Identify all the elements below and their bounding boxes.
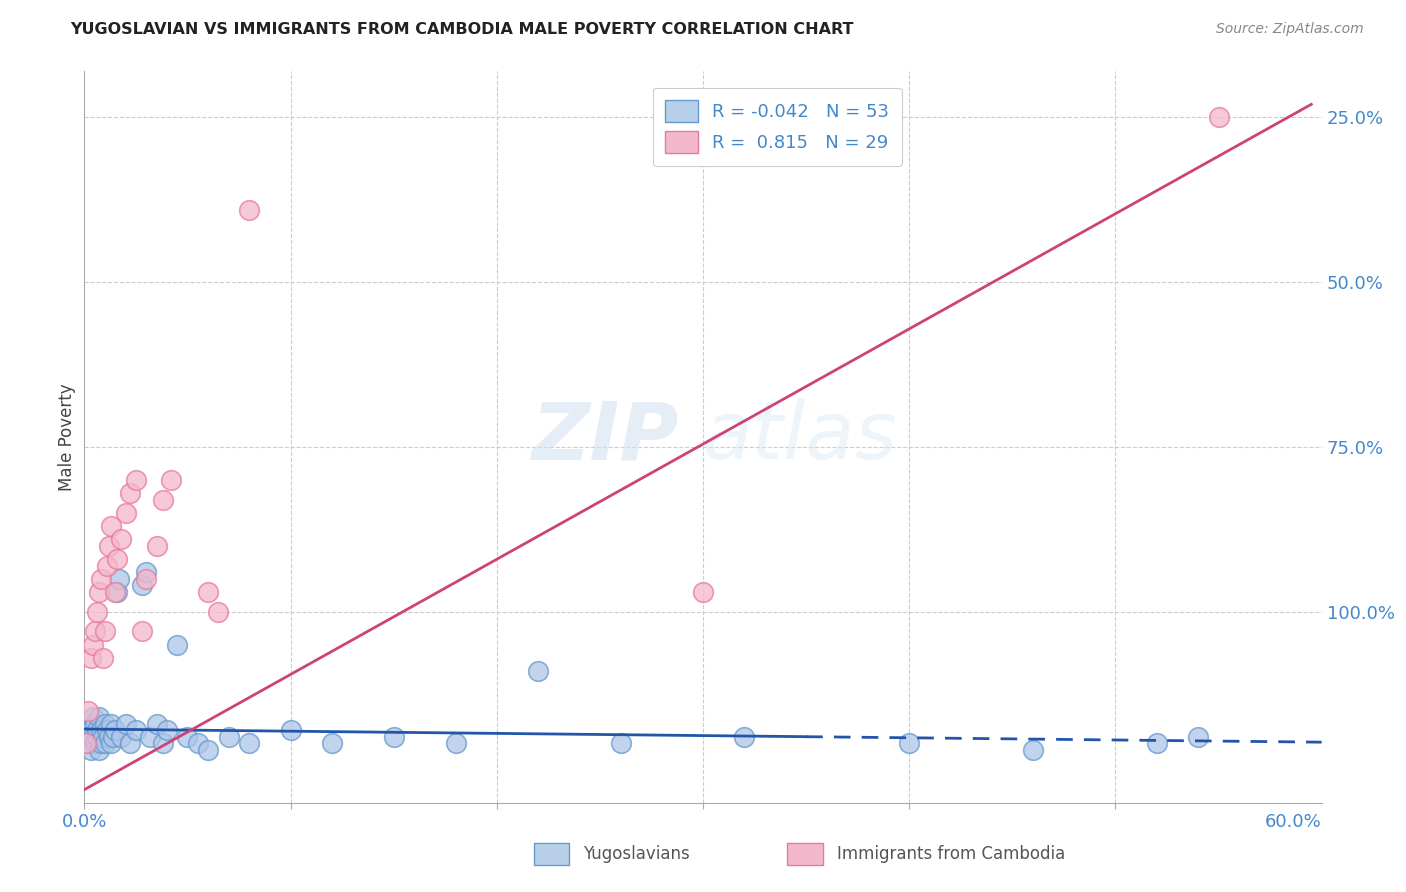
Text: ZIP: ZIP <box>531 398 678 476</box>
Point <box>139 730 162 744</box>
Text: atlas: atlas <box>703 398 898 476</box>
Point <box>94 624 117 639</box>
Point <box>135 565 157 579</box>
Point <box>166 638 188 652</box>
Y-axis label: Male Poverty: Male Poverty <box>58 384 76 491</box>
Point <box>75 730 97 744</box>
Point <box>609 737 631 751</box>
Point <box>197 585 219 599</box>
Point <box>152 492 174 507</box>
Point <box>105 585 128 599</box>
Point <box>104 585 127 599</box>
Point <box>110 533 132 547</box>
Point <box>125 473 148 487</box>
Point <box>176 730 198 744</box>
Point <box>103 730 125 744</box>
Point <box>75 737 97 751</box>
Point <box>160 473 183 487</box>
Point <box>692 585 714 599</box>
Point <box>87 585 110 599</box>
Point <box>321 737 343 751</box>
Text: Source: ZipAtlas.com: Source: ZipAtlas.com <box>1216 22 1364 37</box>
Point <box>238 737 260 751</box>
Point <box>82 638 104 652</box>
Point <box>1022 743 1045 757</box>
Point <box>1187 730 1209 744</box>
Point <box>114 506 136 520</box>
Point <box>382 730 405 744</box>
Point <box>238 202 260 217</box>
Point <box>82 710 104 724</box>
Point <box>77 716 100 731</box>
Point <box>96 723 118 738</box>
Point <box>105 552 128 566</box>
Point <box>1208 111 1230 125</box>
Point <box>100 716 122 731</box>
Point <box>79 743 101 757</box>
Point <box>125 723 148 738</box>
Point <box>187 737 209 751</box>
Text: 60.0%: 60.0% <box>1265 813 1322 830</box>
Point <box>104 723 127 738</box>
Point <box>145 539 167 553</box>
Point <box>90 572 112 586</box>
Point <box>90 737 112 751</box>
Point <box>218 730 240 744</box>
Text: YUGOSLAVIAN VS IMMIGRANTS FROM CAMBODIA MALE POVERTY CORRELATION CHART: YUGOSLAVIAN VS IMMIGRANTS FROM CAMBODIA … <box>70 22 853 37</box>
Point <box>86 605 108 619</box>
Point <box>98 539 121 553</box>
Point <box>197 743 219 757</box>
Point <box>118 737 141 751</box>
Point <box>527 664 550 678</box>
Point <box>82 730 104 744</box>
Point <box>83 624 105 639</box>
Point <box>118 486 141 500</box>
Point <box>98 730 121 744</box>
Text: Yugoslavians: Yugoslavians <box>583 845 690 863</box>
Point <box>131 624 153 639</box>
Point <box>110 730 132 744</box>
Point <box>83 716 105 731</box>
Point <box>898 737 921 751</box>
Point <box>87 743 110 757</box>
Point <box>79 650 101 665</box>
Legend: R = -0.042   N = 53, R =  0.815   N = 29: R = -0.042 N = 53, R = 0.815 N = 29 <box>652 87 901 166</box>
Point <box>77 737 100 751</box>
Point <box>131 578 153 592</box>
Point <box>87 710 110 724</box>
Point <box>733 730 755 744</box>
Point <box>86 730 108 744</box>
Point <box>207 605 229 619</box>
Text: Immigrants from Cambodia: Immigrants from Cambodia <box>837 845 1064 863</box>
Point <box>77 704 100 718</box>
Point <box>91 650 114 665</box>
Point <box>108 572 131 586</box>
Point <box>280 723 302 738</box>
Point <box>86 723 108 738</box>
Point <box>444 737 467 751</box>
Point <box>79 723 101 738</box>
Point <box>96 558 118 573</box>
Point <box>83 737 105 751</box>
Point <box>90 723 112 738</box>
Point <box>145 716 167 731</box>
Point <box>156 723 179 738</box>
Point <box>135 572 157 586</box>
Point <box>94 716 117 731</box>
Point <box>91 730 114 744</box>
Point <box>152 737 174 751</box>
Point <box>94 737 117 751</box>
Point <box>1146 737 1168 751</box>
Point <box>114 716 136 731</box>
Point <box>100 737 122 751</box>
Point <box>100 519 122 533</box>
